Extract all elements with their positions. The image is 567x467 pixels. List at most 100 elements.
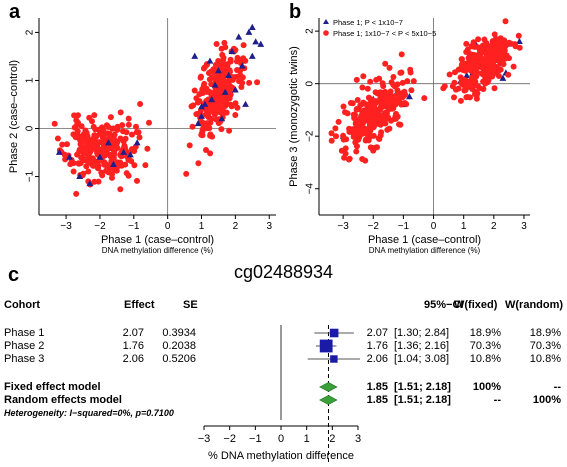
data-point [208,81,215,88]
data-point [240,42,247,49]
data-point [480,72,487,79]
summary-diamond [319,395,338,405]
data-point [370,132,377,139]
legend-entry: Phase 1; 1x10−7 < P < 5x10−5 [333,29,436,38]
data-point [131,162,138,169]
data-point [123,129,130,136]
data-point [220,94,227,100]
data-point [208,74,215,81]
data-point [86,114,93,121]
data-point-triangle [235,33,243,40]
data-point [512,43,519,50]
data-point [352,112,359,118]
forest-title: cg02488934 [233,262,334,282]
data-point [469,74,476,81]
data-point [114,126,121,133]
data-point-triangle [242,100,249,107]
data-point [111,131,118,138]
data-point [352,139,359,145]
data-point-triangle [215,67,222,74]
y-axis-label: Phase 2 (case–control) [8,60,20,173]
data-point [328,137,335,144]
data-point [362,157,369,164]
data-point-triangle [252,38,260,45]
data-point [382,60,389,67]
data-point [227,56,234,63]
data-point [195,160,202,167]
data-point [378,100,385,106]
data-point [203,122,210,129]
data-point-triangle [198,103,205,110]
study-ci: [1.04; 3.08] [394,353,450,365]
data-point [92,147,99,154]
x-tick-label: −1 [398,221,410,232]
data-point [399,79,406,86]
data-point [467,94,473,101]
data-point [190,102,197,109]
data-point [404,78,411,85]
data-point [365,114,372,121]
summary-label: Fixed effect model [4,381,101,393]
data-point [381,90,388,97]
data-point [80,170,87,177]
data-point [91,112,98,119]
data-point [227,101,234,108]
data-point [234,104,241,111]
data-point [86,142,93,149]
data-point-triangle [221,88,229,95]
data-point-triangle [120,148,128,155]
data-point [99,172,106,179]
data-point [215,91,222,97]
data-point [83,148,90,154]
x-axis-label: Phase 1 (case–control) [368,234,481,246]
data-point [485,77,492,84]
data-point-triangle [76,172,84,179]
data-point [394,87,401,94]
data-point [218,126,225,133]
data-point [491,31,498,38]
data-point-triangle [516,37,523,45]
data-point [452,69,458,76]
x-tick-label: 1 [199,221,205,232]
summary-ci: [1.51; 2.18] [394,394,451,406]
data-point [103,148,110,155]
data-point-triangle [228,47,236,55]
data-point [233,58,240,65]
data-point [489,73,496,80]
data-point [86,159,93,166]
panel-letter-b: b [289,1,302,23]
legend-marker-circle [323,30,329,36]
forest-x-axis-label: % DNA methylation difference [208,450,354,462]
data-point [191,87,198,94]
data-point [99,133,106,140]
data-point [240,55,247,62]
data-point [133,123,139,130]
heterogeneity-text: Heterogeneity: I−squared=0%, p=0.7100 [4,408,174,418]
data-point [483,51,490,58]
data-point [390,74,397,80]
data-point [74,128,81,135]
data-point [367,78,374,85]
data-point [473,92,480,99]
data-point [366,110,373,117]
data-point [410,78,417,85]
data-point [451,94,457,101]
study-wfixed: 10.8% [469,353,501,365]
data-point-triangle [218,115,226,122]
x-tick-label: 1 [461,221,467,232]
data-point [472,69,479,76]
y-tick-label: 1 [25,77,36,83]
data-point [77,134,84,141]
study-estimate: 1.76 [366,340,388,352]
summary-wfixed: 100% [472,381,501,393]
data-point [99,124,105,131]
x-tick-label: −3 [60,221,72,232]
data-point-triangle [206,57,214,64]
y-tick-label: −2 [305,130,316,142]
data-point [254,79,261,86]
data-point [95,178,102,185]
data-point [193,95,200,102]
data-point [73,190,80,197]
data-point [101,161,108,168]
data-point [208,115,215,122]
